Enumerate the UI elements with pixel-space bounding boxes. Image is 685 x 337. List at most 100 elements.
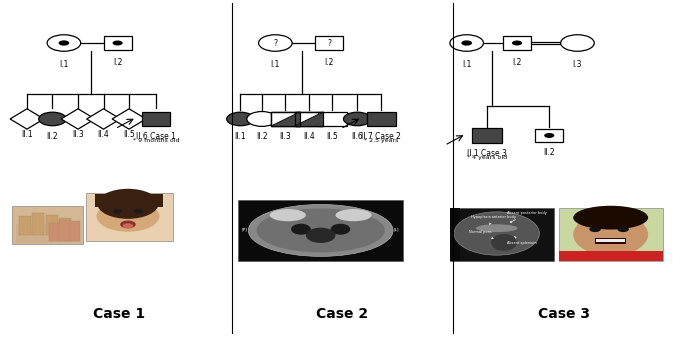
Circle shape	[39, 112, 66, 126]
Polygon shape	[112, 109, 146, 129]
Circle shape	[343, 112, 371, 126]
Ellipse shape	[336, 209, 372, 221]
Text: Hypoplasia anterior body: Hypoplasia anterior body	[471, 215, 516, 224]
Circle shape	[258, 35, 292, 51]
Polygon shape	[271, 112, 299, 126]
Text: II.6 Case 1: II.6 Case 1	[136, 132, 176, 141]
Bar	[319, 112, 347, 126]
Bar	[503, 36, 531, 50]
Circle shape	[544, 133, 554, 138]
Circle shape	[112, 40, 123, 45]
Ellipse shape	[249, 205, 393, 256]
Text: II.5: II.5	[123, 130, 135, 139]
Ellipse shape	[573, 213, 648, 256]
Text: [P]: [P]	[242, 227, 247, 231]
Text: II.4: II.4	[303, 132, 315, 141]
Text: ?: ?	[327, 38, 331, 48]
Text: II.5: II.5	[327, 132, 338, 141]
Bar	[450, 208, 554, 261]
Text: I.2: I.2	[325, 58, 334, 67]
Bar	[271, 112, 299, 126]
Bar	[86, 193, 173, 241]
Bar	[271, 112, 299, 126]
Ellipse shape	[257, 208, 385, 252]
Bar	[238, 200, 403, 261]
Bar	[596, 239, 625, 242]
Ellipse shape	[306, 228, 336, 243]
Circle shape	[227, 112, 254, 126]
Bar	[559, 208, 662, 261]
Text: I.1: I.1	[271, 60, 280, 68]
Text: II.2: II.2	[256, 132, 268, 141]
Bar	[472, 128, 501, 143]
Bar	[142, 112, 170, 126]
Circle shape	[120, 220, 136, 228]
Text: I.2: I.2	[512, 58, 522, 67]
Bar	[16, 224, 79, 243]
Circle shape	[560, 35, 594, 51]
Bar	[95, 194, 163, 207]
Bar	[595, 238, 626, 244]
Text: I.1: I.1	[462, 60, 471, 68]
Bar	[69, 221, 80, 241]
Polygon shape	[295, 112, 323, 126]
Text: * 2.5 years: * 2.5 years	[364, 139, 399, 144]
Ellipse shape	[454, 212, 539, 255]
Polygon shape	[61, 109, 95, 129]
Bar	[103, 36, 132, 50]
Text: I.1: I.1	[59, 60, 68, 68]
Text: II.7 Case 2: II.7 Case 2	[362, 132, 401, 141]
Text: II.1: II.1	[21, 130, 33, 139]
Bar	[46, 215, 58, 235]
Circle shape	[97, 189, 158, 219]
Text: Case 3: Case 3	[538, 307, 590, 321]
Bar	[559, 251, 662, 261]
Text: I.3: I.3	[573, 60, 582, 68]
Bar	[59, 218, 71, 235]
Text: II.2: II.2	[543, 148, 555, 157]
Circle shape	[247, 112, 277, 126]
Bar	[12, 207, 83, 244]
Ellipse shape	[291, 224, 311, 235]
Bar	[450, 208, 460, 261]
Bar	[19, 216, 31, 235]
Circle shape	[58, 40, 69, 45]
Bar	[32, 213, 45, 235]
Text: Case 2: Case 2	[316, 307, 369, 321]
Text: II.1: II.1	[235, 132, 247, 141]
Text: II.4: II.4	[98, 130, 110, 139]
Circle shape	[461, 40, 472, 45]
Ellipse shape	[270, 209, 306, 221]
Circle shape	[113, 209, 122, 214]
Circle shape	[512, 40, 522, 45]
Bar	[315, 36, 343, 50]
Text: ?: ?	[273, 38, 277, 48]
Polygon shape	[10, 109, 44, 129]
Bar	[295, 112, 323, 126]
Circle shape	[589, 226, 601, 232]
Bar	[295, 112, 323, 126]
Circle shape	[134, 209, 142, 214]
Ellipse shape	[476, 224, 518, 232]
Bar	[271, 112, 299, 126]
Polygon shape	[86, 109, 121, 129]
Circle shape	[123, 223, 133, 228]
Text: I.2: I.2	[113, 58, 123, 67]
Bar	[49, 223, 61, 241]
Text: Case 1: Case 1	[93, 307, 145, 321]
Ellipse shape	[491, 234, 517, 251]
Text: II.3: II.3	[72, 130, 84, 139]
Text: Absent posterior body: Absent posterior body	[507, 212, 547, 222]
Circle shape	[47, 35, 81, 51]
Text: II.2: II.2	[47, 132, 58, 141]
Text: Normal pons: Normal pons	[469, 231, 493, 239]
Text: II.6: II.6	[351, 132, 363, 141]
Circle shape	[450, 35, 484, 51]
Ellipse shape	[331, 224, 350, 235]
Text: * 9 months old: * 9 months old	[133, 139, 179, 144]
Bar	[367, 112, 395, 126]
Circle shape	[617, 226, 629, 232]
Ellipse shape	[573, 206, 648, 229]
Text: Absent splenium: Absent splenium	[507, 237, 537, 245]
Text: II.1 Case 3: II.1 Case 3	[467, 149, 507, 158]
